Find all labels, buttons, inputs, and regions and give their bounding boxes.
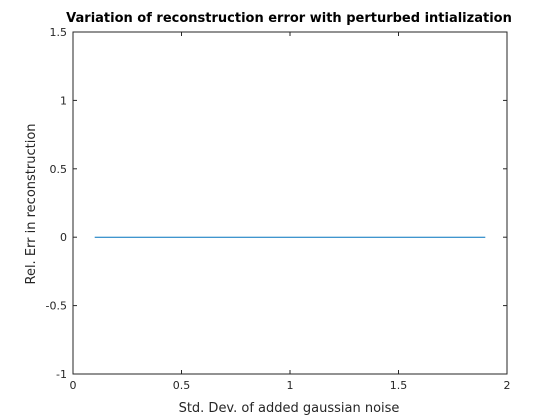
- x-tick-label: 2: [504, 379, 511, 392]
- x-tick-label: 1: [287, 379, 294, 392]
- x-axis: 0 0.5 1 1.5 2: [70, 32, 511, 392]
- y-tick-label: -1: [56, 368, 67, 381]
- y-axis-label: Rel. Err in reconstruction: [24, 123, 39, 284]
- y-tick-label: 0: [60, 231, 67, 244]
- x-tick-label: 0: [70, 379, 77, 392]
- chart-title: Variation of reconstruction error with p…: [66, 11, 512, 26]
- y-tick-label: 1: [60, 94, 67, 107]
- y-axis: -1 -0.5 0 0.5 1 1.5: [46, 26, 507, 381]
- x-tick-label: 1.5: [390, 379, 408, 392]
- y-tick-label: 1.5: [50, 26, 68, 39]
- y-tick-label: -0.5: [46, 300, 67, 313]
- x-tick-label: 0.5: [173, 379, 191, 392]
- x-axis-label: Std. Dev. of added gaussian noise: [179, 401, 400, 416]
- y-tick-label: 0.5: [50, 163, 68, 176]
- plot-area: [72, 31, 508, 375]
